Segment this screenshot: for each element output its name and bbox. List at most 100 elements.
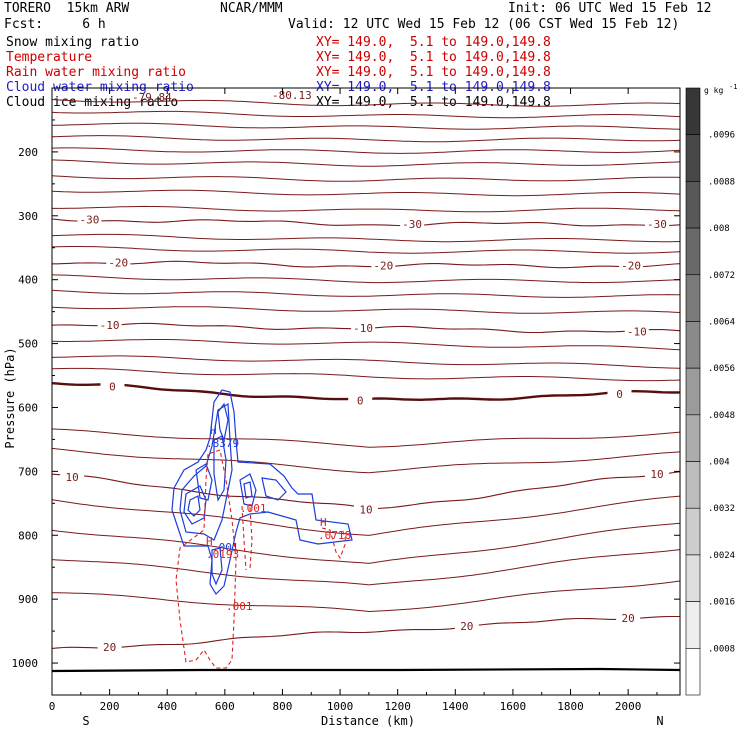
rain-water-max-h: H	[320, 516, 327, 529]
temp-label-bg	[60, 470, 85, 483]
colorbar-tick-label: .008	[708, 224, 730, 234]
rain-water-main	[175, 449, 237, 669]
south-end-label: S	[82, 714, 89, 728]
temp-contour-label: -30	[80, 214, 100, 227]
colorbar-tick-label: .0096	[708, 131, 735, 141]
colorbar-segment	[685, 274, 701, 322]
y-tick-label: 1000	[12, 657, 39, 670]
temp-contour-label: 10	[66, 471, 79, 484]
rain-water-east-2	[249, 507, 253, 569]
north-end-label: N	[656, 714, 663, 728]
axes: 0 200 400 600 800 1000 1200 1400 1600 1800 2000200…	[12, 88, 680, 713]
temp-label-bg	[77, 213, 102, 226]
temp-label-bg	[619, 259, 644, 272]
temp-contour-minor	[51, 147, 681, 154]
temp-contour-minor	[51, 189, 681, 197]
x-tick-label: 600	[215, 700, 235, 713]
rain-water-max-value: .0718	[318, 529, 351, 542]
temp-contour-minor	[52, 122, 681, 130]
x-tick-label: 1000	[327, 700, 354, 713]
y-tick-label: 300	[18, 210, 38, 223]
colorbar-tick-label: .0008	[708, 644, 735, 654]
temp-contour-label: 20	[622, 612, 635, 625]
colorbar-segment	[685, 414, 701, 462]
temp-label-upper-left: -79.84	[132, 91, 172, 104]
x-tick-label: 1800	[557, 700, 584, 713]
cloud-water-inner-3	[195, 463, 213, 501]
temp-contour-minor	[51, 339, 681, 351]
temp-contour-label: 10	[650, 468, 663, 481]
colorbar-segment	[685, 321, 701, 369]
colorbar-segment	[685, 648, 701, 696]
temp-contour-minor	[51, 495, 681, 536]
temp-contour-minor	[51, 233, 681, 243]
colorbar-segment	[685, 507, 701, 556]
temp-contour-label: 20	[103, 641, 116, 654]
temp-label-upper-mid: -80.13	[272, 89, 312, 102]
temp-contour-minor	[51, 289, 681, 298]
rain-water-max-h-west: H	[206, 535, 213, 548]
y-tick-label: 800	[18, 529, 38, 542]
temp-label-bg	[371, 259, 396, 272]
temp-label-bg	[100, 380, 125, 393]
temp-contour-minor	[51, 274, 681, 284]
cloud-water-lower-lobe	[211, 547, 223, 586]
temp-contour-label: -20	[621, 260, 641, 273]
plot-frame	[51, 87, 681, 696]
center-title: NCAR/MMM	[220, 1, 283, 16]
model-title: TORERO 15km ARW	[4, 1, 130, 16]
temp-contour-label: -30	[647, 218, 667, 231]
field-name-temperature: Temperature	[6, 50, 93, 65]
colorbar-tick-label: .0016	[708, 598, 735, 608]
temp-contour-label: 0	[616, 388, 623, 401]
temperature-extra-labels: -79.84 -80.13	[132, 89, 312, 104]
y-axis-title: Pressure (hPa)	[3, 347, 17, 448]
temp-label-bg	[351, 322, 376, 335]
temp-contour-minor	[51, 428, 681, 448]
temp-contour-minor	[51, 355, 681, 369]
cloud-water-inner-2	[187, 495, 201, 517]
temp-contour-minor	[51, 159, 681, 167]
y-tick-label: 400	[18, 274, 38, 287]
cloud-water-max-h: H	[210, 424, 217, 437]
field-xy-rain: XY= 149.0, 5.1 to 149.0,149.8	[316, 65, 551, 80]
ground-surface-line	[51, 667, 681, 673]
colorbar-segment	[685, 461, 701, 509]
temperature-contours: -30 -30 -30 -20 -20 -20 -10 -10 -10 0 0 0 10 10 10 20 20…	[51, 99, 681, 654]
colorbar-tick-label: .0024	[708, 551, 735, 561]
temp-label-bg	[400, 218, 425, 231]
cloud-water-cell-east	[239, 473, 257, 507]
temp-contour-label: -10	[100, 319, 120, 332]
temp-contour-label: 10	[359, 503, 372, 516]
x-tick-label: 0	[49, 700, 56, 713]
temp-label-bg	[644, 468, 669, 481]
rain-water-label-001-a: .001	[240, 502, 267, 515]
x-tick-label: 1600	[500, 700, 527, 713]
y-tick-label: 200	[18, 146, 38, 159]
colorbar-tick-label: .0056	[708, 364, 735, 374]
init-time: Init: 06 UTC Wed 15 Feb 12	[508, 1, 712, 16]
forecast-hour: Fcst: 6 h	[4, 17, 106, 32]
temp-contour-label: 0	[109, 381, 116, 394]
temp-contour-minor	[52, 580, 681, 613]
field-xy-temperature: XY= 149.0, 5.1 to 149.0,149.8	[316, 50, 551, 65]
temp-contour-minor	[51, 367, 681, 382]
x-tick-label: 2000	[615, 700, 642, 713]
colorbar-tick-label: .0048	[708, 411, 735, 421]
colorbar-segment	[685, 227, 701, 276]
temp-contour-minor	[51, 447, 681, 474]
cloud-water-inner-5	[213, 435, 227, 502]
colorbar-tick-label: .0032	[708, 504, 735, 514]
temp-contour-minor	[51, 135, 681, 143]
field-labels: H .8379 .001 .001 .001 .0193 H H .0718	[206, 424, 351, 613]
rain-water-label-0193: .0193	[206, 548, 239, 561]
colorbar-unit: g kg	[704, 86, 723, 95]
temp-contour-label: -20	[373, 260, 393, 273]
colorbar-tick-label: .0088	[708, 177, 735, 187]
colorbar-tick-label: .004	[708, 458, 730, 468]
temp-label-bg	[644, 218, 669, 231]
cloud-water-contours	[171, 389, 353, 595]
rain-water-contours	[175, 449, 347, 669]
field-name-snow: Snow mixing ratio	[6, 35, 140, 50]
